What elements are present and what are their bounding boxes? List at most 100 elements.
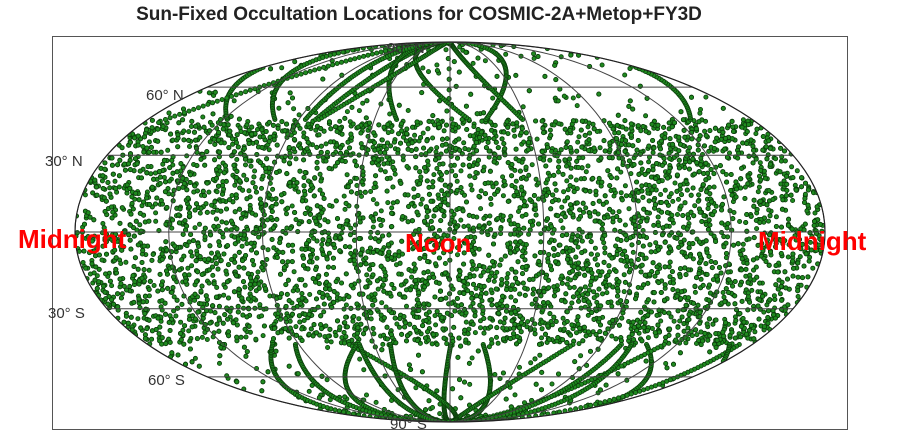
occultation-point — [289, 203, 295, 209]
occultation-point — [209, 122, 215, 128]
occultation-point — [706, 148, 712, 154]
occultation-point — [432, 313, 438, 319]
occultation-point — [685, 325, 691, 331]
occultation-point — [575, 244, 581, 250]
occultation-point — [757, 160, 763, 166]
occultation-point — [621, 289, 627, 295]
occultation-point — [214, 284, 220, 290]
occultation-point — [564, 281, 570, 287]
occultation-point — [229, 192, 235, 198]
occultation-point — [585, 312, 591, 318]
occultation-point — [553, 187, 559, 193]
occultation-point — [307, 291, 313, 297]
occultation-point — [208, 250, 214, 256]
occultation-point — [242, 326, 248, 332]
occultation-point — [434, 165, 440, 171]
occultation-point — [252, 184, 258, 190]
occultation-point — [255, 269, 261, 275]
occultation-point — [421, 305, 427, 311]
occultation-point — [738, 334, 744, 340]
occultation-point — [618, 190, 624, 196]
occultation-point — [403, 303, 409, 309]
occultation-point — [233, 317, 239, 323]
occultation-point — [293, 217, 299, 223]
occultation-point — [348, 225, 354, 231]
occultation-point — [302, 282, 308, 288]
occultation-point — [626, 206, 632, 212]
occultation-point — [585, 163, 591, 169]
occultation-point — [505, 271, 511, 277]
occultation-point — [359, 246, 365, 252]
occultation-point — [794, 168, 800, 174]
occultation-point — [151, 149, 157, 155]
occultation-point — [465, 288, 471, 294]
occultation-point — [137, 222, 143, 228]
occultation-point — [256, 281, 262, 287]
occultation-point — [643, 113, 649, 119]
occultation-point — [181, 128, 187, 134]
occultation-point — [192, 225, 198, 231]
occultation-point — [503, 51, 509, 57]
occultation-point — [357, 356, 363, 362]
occultation-point — [119, 291, 125, 297]
occultation-point — [429, 404, 435, 410]
occultation-point — [700, 151, 706, 157]
occultation-point — [622, 222, 628, 228]
occultation-point — [458, 217, 464, 223]
occultation-point — [581, 209, 587, 215]
occultation-point — [675, 211, 681, 217]
occultation-point — [241, 172, 247, 178]
occultation-point — [314, 255, 320, 261]
occultation-point — [430, 135, 436, 141]
occultation-point — [221, 292, 227, 298]
occultation-point — [492, 371, 498, 377]
occultation-point — [795, 274, 801, 280]
occultation-point — [669, 212, 675, 218]
occultation-point — [810, 265, 816, 271]
occultation-point — [651, 183, 657, 189]
occultation-point — [668, 191, 674, 197]
occultation-point — [663, 360, 669, 366]
occultation-point — [556, 121, 562, 127]
occultation-point — [491, 278, 497, 284]
occultation-point — [200, 114, 206, 120]
occultation-point — [504, 275, 510, 281]
occultation-point — [109, 283, 115, 289]
occultation-point — [296, 112, 302, 118]
occultation-point — [239, 243, 245, 249]
occultation-point — [442, 260, 448, 266]
occultation-point — [293, 324, 299, 330]
occultation-point — [723, 171, 729, 177]
occultation-point — [432, 261, 438, 267]
occultation-point — [429, 341, 435, 347]
occultation-point — [342, 320, 348, 326]
occultation-point — [651, 145, 657, 151]
occultation-point — [197, 134, 203, 140]
occultation-point — [558, 218, 564, 224]
occultation-point — [400, 134, 406, 140]
occultation-point — [305, 178, 311, 184]
occultation-point — [370, 197, 376, 203]
occultation-point — [798, 246, 804, 252]
occultation-point — [591, 289, 597, 295]
occultation-point — [379, 300, 385, 306]
occultation-point — [123, 259, 129, 265]
occultation-point — [551, 122, 557, 128]
occultation-point — [146, 139, 152, 145]
occultation-point — [560, 315, 566, 321]
occultation-point — [317, 171, 323, 177]
occultation-point — [271, 245, 277, 251]
occultation-point — [670, 198, 676, 204]
occultation-point — [244, 241, 250, 247]
occultation-point — [505, 131, 511, 137]
occultation-point — [586, 287, 592, 293]
occultation-point — [490, 95, 496, 101]
occultation-point — [526, 172, 532, 178]
occultation-point — [564, 163, 570, 169]
occultation-point — [466, 326, 472, 332]
occultation-point — [347, 244, 353, 250]
occultation-point — [463, 319, 469, 325]
occultation-point — [658, 191, 664, 197]
occultation-point — [556, 169, 562, 175]
